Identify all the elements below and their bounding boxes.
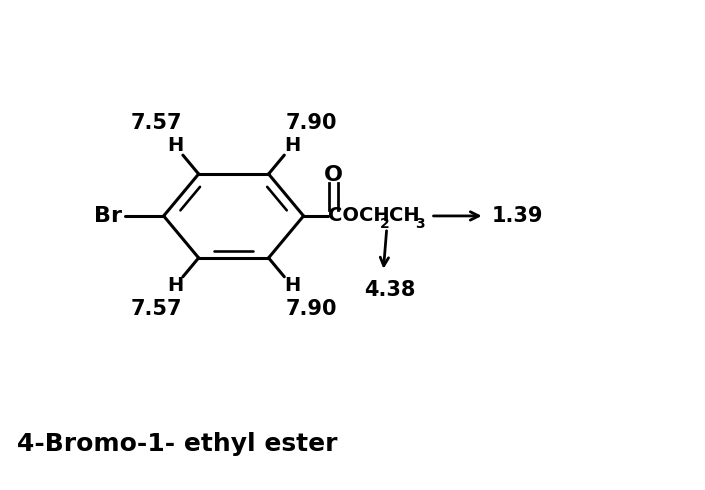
Text: 7.57: 7.57 (130, 299, 182, 319)
Text: 7.90: 7.90 (286, 299, 337, 319)
Text: 4-Bromo-1- ethyl ester: 4-Bromo-1- ethyl ester (17, 432, 337, 456)
Text: H: H (284, 276, 300, 295)
Text: 4.38: 4.38 (364, 280, 416, 300)
Text: 7.57: 7.57 (130, 113, 182, 133)
Text: 2: 2 (380, 217, 390, 231)
Text: O: O (324, 165, 343, 185)
Text: 7.90: 7.90 (286, 113, 337, 133)
Text: 3: 3 (415, 217, 424, 231)
Text: 1.39: 1.39 (491, 206, 543, 226)
Text: CH: CH (389, 206, 419, 225)
Text: H: H (167, 276, 183, 295)
Text: Br: Br (94, 206, 123, 226)
Text: COCH: COCH (328, 206, 390, 225)
Text: H: H (167, 136, 183, 155)
Text: H: H (284, 136, 300, 155)
